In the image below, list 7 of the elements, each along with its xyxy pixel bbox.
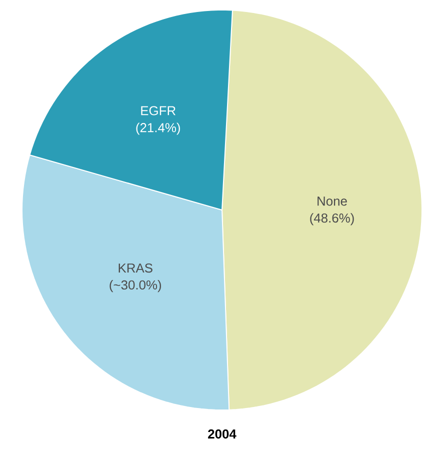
- text: 2004: [208, 429, 236, 439]
- data-label: (48.6%): [310, 213, 354, 226]
- slice-label: EGFR: [141, 106, 176, 116]
- data-label: (21.4%): [136, 122, 180, 135]
- data-label: (~30.0%): [110, 280, 162, 292]
- slice-label: KRAS: [118, 263, 152, 273]
- slice-label: None: [318, 196, 347, 206]
